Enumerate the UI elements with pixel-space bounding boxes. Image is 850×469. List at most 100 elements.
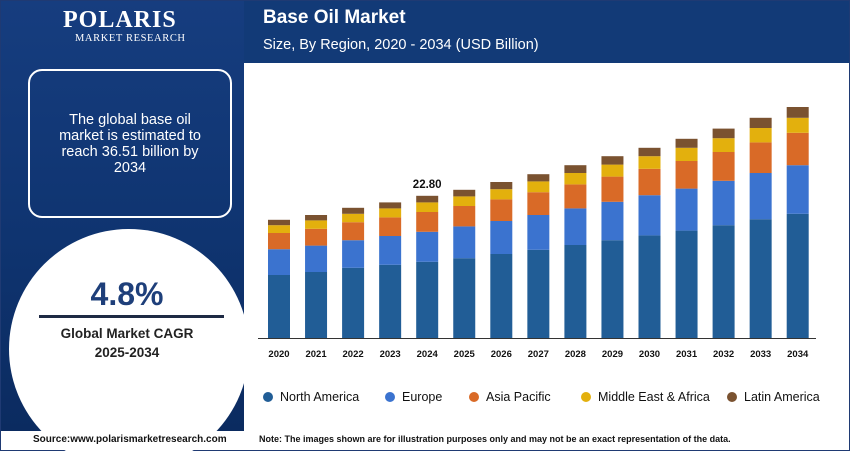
left-panel: POLARIS MARKET RESEARCH The global base … [1,1,249,469]
bar-segment-2024-latin-america [416,195,439,203]
legend-swatch [727,392,737,402]
bar-segment-2021-middle-east-africa [305,220,328,229]
bar-segment-2031-latin-america [675,138,698,148]
source-text: Source:www.polarismarketresearch.com [33,434,227,445]
bar-segment-2034-europe [786,165,809,214]
bar-segment-2027-latin-america [527,174,550,182]
bar-segment-2020-europe [268,249,290,275]
legend-item-asia-pacific: Asia Pacific [469,390,551,404]
bar-segment-2020-asia-pacific [268,233,290,250]
market-callout-text: The global base oil market is estimated … [59,111,201,176]
chart-panel: 2020 2021 2022 2023 2024 22.80 2025 2026 2027 202… [244,63,849,431]
bar-segment-2029-europe [601,201,624,241]
polaris-logo: POLARIS MARKET RESEARCH [63,7,203,44]
brand-name-text: POLARIS [63,7,177,33]
bar-segment-2025-latin-america [453,189,476,197]
infographic-frame: POLARIS MARKET RESEARCH The global base … [0,0,850,451]
bar-segment-2022-asia-pacific [342,222,365,241]
bar-segment-2024-europe [416,231,439,262]
footer: Source:www.polarismarketresearch.com Not… [1,431,849,450]
cagr-label: Global Market CAGR 2025-2034 [1,324,253,362]
bar-segment-2031-europe [675,188,698,231]
chart-legend: North America Europe Asia Pacific Middle Ea… [263,390,843,406]
legend-swatch [385,392,395,402]
x-tick-label-2021: 2021 [305,349,327,360]
bar-segment-2028-north-america [564,245,587,338]
bar-segment-2020-middle-east-africa [268,225,290,233]
bar-segment-2022-north-america [342,267,365,338]
bar-segment-2032-latin-america [712,128,735,139]
legend-swatch [581,392,591,402]
bar-segment-2031-middle-east-africa [675,147,698,161]
bar-segment-2034-middle-east-africa [786,117,809,133]
bar-segment-2027-north-america [527,249,550,338]
bar-segment-2032-europe [712,180,735,226]
bar-segment-2030-asia-pacific [638,168,661,196]
bar-segment-2030-latin-america [638,147,661,157]
brand-tagline: MARKET RESEARCH [75,33,186,44]
legend-item-latin-america: Latin America [727,390,820,404]
bar-segment-2022-europe [342,240,365,268]
bar-segment-2022-latin-america [342,207,365,214]
brand-name: POLARIS [63,7,203,34]
bar-segment-2020-latin-america [268,219,290,226]
bar-segment-2025-europe [453,226,476,259]
data-label-2024: 22.80 [413,179,442,191]
legend-item-north-america: North America [263,390,359,404]
disclaimer-note: Note: The images shown are for illustrat… [259,434,731,444]
bar-segment-2031-north-america [675,230,698,338]
x-tick-label-2024: 2024 [417,349,439,360]
bar-segment-2034-north-america [786,213,809,338]
x-tick-label-2027: 2027 [528,349,549,360]
bar-segment-2020-north-america [268,275,290,338]
cagr-divider [39,315,224,318]
bar-segment-2028-latin-america [564,165,587,173]
x-tick-label-2028: 2028 [565,349,586,360]
bar-segment-2025-middle-east-africa [453,196,476,206]
cagr-label-line1: Global Market CAGR [60,326,194,341]
bar-segment-2023-asia-pacific [379,217,402,236]
bar-segment-2030-europe [638,195,661,236]
legend-item-middle-east-africa: Middle East & Africa [581,390,710,404]
x-tick-label-2025: 2025 [454,349,476,360]
bar-segment-2024-asia-pacific [416,212,439,232]
bar-segment-2029-latin-america [601,156,624,165]
bar-segment-2021-latin-america [305,215,328,221]
x-tick-label-2031: 2031 [676,349,698,360]
bar-segment-2023-europe [379,236,402,265]
bar-segment-2032-middle-east-africa [712,138,735,152]
bar-segment-2027-europe [527,215,550,250]
bar-segment-2028-middle-east-africa [564,173,587,185]
stacked-bar-chart: 2020 2021 2022 2023 2024 22.80 2025 2026 2027 202… [258,107,816,360]
chart-title: Base Oil Market [263,7,406,28]
bar-segment-2027-asia-pacific [527,192,550,215]
bar-segment-2029-asia-pacific [601,176,624,202]
legend-swatch [469,392,479,402]
bar-segment-2034-asia-pacific [786,132,809,166]
legend-label: Latin America [744,390,820,404]
bar-segment-2026-asia-pacific [490,199,513,221]
bar-segment-2026-middle-east-africa [490,189,513,200]
x-tick-label-2032: 2032 [713,349,734,360]
bar-segment-2021-north-america [305,272,328,338]
bar-segment-2033-middle-east-africa [749,128,772,143]
bar-segment-2030-middle-east-africa [638,156,661,169]
x-tick-label-2030: 2030 [639,349,660,360]
bar-segment-2033-latin-america [749,117,772,128]
bar-segment-2028-europe [564,208,587,245]
bar-segment-2026-latin-america [490,182,513,190]
bar-segment-2023-middle-east-africa [379,208,402,218]
bar-segment-2023-north-america [379,264,402,338]
cagr-circle [9,229,249,469]
x-tick-label-2020: 2020 [268,349,289,360]
bar-segment-2025-north-america [453,258,476,338]
market-callout-box: The global base oil market is estimated … [28,69,232,218]
bar-segment-2033-asia-pacific [749,142,772,173]
bar-segment-2026-europe [490,221,513,254]
bar-segment-2024-middle-east-africa [416,202,439,212]
bar-segment-2031-asia-pacific [675,161,698,189]
bar-segment-2029-middle-east-africa [601,164,624,177]
cagr-label-line2: 2025-2034 [94,345,160,360]
x-tick-label-2033: 2033 [750,349,771,360]
cagr-value: 4.8% [90,276,164,312]
